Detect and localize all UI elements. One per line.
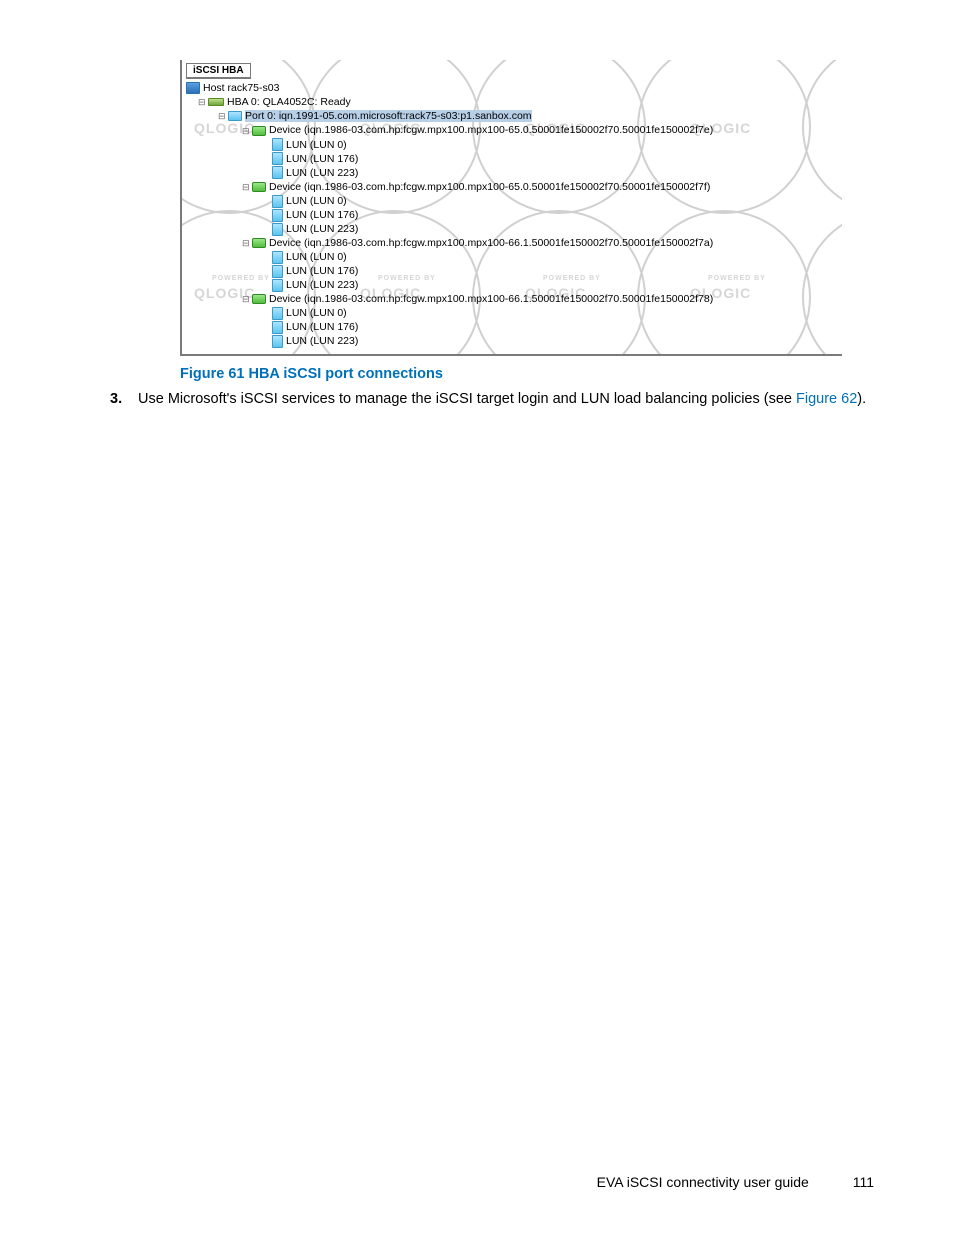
tree-node-device[interactable]: ⊟ Device (iqn.1986-03.com.hp:fcgw.mpx100.…	[184, 180, 840, 194]
expand-toggle[interactable]: ⊟	[242, 180, 250, 194]
lun-icon	[272, 321, 283, 334]
tree-label: LUN (LUN 176)	[286, 153, 358, 165]
tree-node-device[interactable]: ⊟ Device (iqn.1986-03.com.hp:fcgw.mpx100.…	[184, 236, 840, 250]
tree-label: LUN (LUN 223)	[286, 223, 358, 235]
hba-icon	[208, 98, 224, 106]
expand-toggle[interactable]: ⊟	[242, 236, 250, 250]
device-icon	[252, 182, 266, 192]
tree-node-host[interactable]: Host rack75-s03	[184, 81, 840, 95]
tree-label: LUN (LUN 176)	[286, 321, 358, 333]
tree-node-lun[interactable]: LUN (LUN 0)	[184, 138, 840, 152]
tree-node-device[interactable]: ⊟ Device (iqn.1986-03.com.hp:fcgw.mpx100.…	[184, 123, 840, 137]
tree-label: Device (iqn.1986-03.com.hp:fcgw.mpx100.m…	[269, 293, 713, 305]
doc-title: EVA iSCSI connectivity user guide	[597, 1174, 809, 1190]
tree-node-lun[interactable]: LUN (LUN 223)	[184, 278, 840, 292]
figure-caption: Figure 61 HBA iSCSI port connections	[180, 366, 874, 382]
tree-label: HBA 0: QLA4052C: Ready	[227, 96, 351, 108]
tree-label: Device (iqn.1986-03.com.hp:fcgw.mpx100.m…	[269, 124, 713, 136]
tree-label: LUN (LUN 0)	[286, 251, 347, 263]
tree-node-device[interactable]: ⊟ Device (iqn.1986-03.com.hp:fcgw.mpx100.…	[184, 292, 840, 306]
device-icon	[252, 294, 266, 304]
tree-node-lun[interactable]: LUN (LUN 223)	[184, 166, 840, 180]
tree-label: Host rack75-s03	[203, 82, 279, 94]
tree-node-port[interactable]: ⊟ Port 0: iqn.1991-05.com.microsoft:rack7…	[184, 109, 840, 123]
tab-iscsi-hba[interactable]: iSCSI HBA	[186, 63, 251, 79]
device-icon	[252, 126, 266, 136]
tree-label: LUN (LUN 223)	[286, 335, 358, 347]
lun-icon	[272, 152, 283, 165]
lun-icon	[272, 251, 283, 264]
tree-node-lun[interactable]: LUN (LUN 176)	[184, 264, 840, 278]
device-icon	[252, 238, 266, 248]
tree-label: Device (iqn.1986-03.com.hp:fcgw.mpx100.m…	[269, 181, 710, 193]
tree-label: LUN (LUN 0)	[286, 195, 347, 207]
iscsi-tree-screenshot: QLOGIC QLOGIC QLOGIC QLOGIC POWERED BY Q…	[180, 60, 842, 356]
tree-node-lun[interactable]: LUN (LUN 223)	[184, 334, 840, 348]
port-icon	[228, 111, 242, 121]
tree-node-lun[interactable]: LUN (LUN 223)	[184, 222, 840, 236]
tree-label: Device (iqn.1986-03.com.hp:fcgw.mpx100.m…	[269, 237, 713, 249]
instruction-step: 3. Use Microsoft's iSCSI services to man…	[110, 390, 874, 410]
device-tree[interactable]: Host rack75-s03 ⊟HBA 0: QLA4052C: Ready …	[182, 79, 842, 354]
tree-node-lun[interactable]: LUN (LUN 176)	[184, 320, 840, 334]
tree-node-lun[interactable]: LUN (LUN 0)	[184, 194, 840, 208]
page-footer: EVA iSCSI connectivity user guide 111	[597, 1174, 874, 1190]
tree-node-lun[interactable]: LUN (LUN 0)	[184, 306, 840, 320]
tree-label: LUN (LUN 176)	[286, 265, 358, 277]
host-icon	[186, 82, 200, 94]
tree-label: LUN (LUN 0)	[286, 139, 347, 151]
tree-label: LUN (LUN 176)	[286, 209, 358, 221]
step-text: Use Microsoft's iSCSI services to manage…	[138, 390, 874, 410]
tree-label: LUN (LUN 0)	[286, 307, 347, 319]
lun-icon	[272, 307, 283, 320]
tree-node-lun[interactable]: LUN (LUN 176)	[184, 152, 840, 166]
expand-toggle[interactable]: ⊟	[218, 109, 226, 123]
lun-icon	[272, 223, 283, 236]
tree-label: LUN (LUN 223)	[286, 167, 358, 179]
page: QLOGIC QLOGIC QLOGIC QLOGIC POWERED BY Q…	[0, 0, 954, 1235]
lun-icon	[272, 335, 283, 348]
lun-icon	[272, 138, 283, 151]
tree-label: Port 0: iqn.1991-05.com.microsoft:rack75…	[245, 110, 532, 122]
tree-node-hba[interactable]: ⊟ HBA 0: QLA4052C: Ready	[184, 95, 840, 109]
expand-toggle[interactable]: ⊟	[242, 124, 250, 138]
tree-node-lun[interactable]: LUN (LUN 176)	[184, 208, 840, 222]
lun-icon	[272, 279, 283, 292]
lun-icon	[272, 195, 283, 208]
step-text-post: ).	[857, 391, 866, 407]
expand-toggle[interactable]: ⊟	[198, 95, 206, 109]
tree-label: LUN (LUN 223)	[286, 279, 358, 291]
lun-icon	[272, 209, 283, 222]
page-number: 111	[853, 1174, 874, 1190]
expand-toggle[interactable]: ⊟	[242, 292, 250, 306]
step-number: 3.	[110, 390, 138, 410]
figure-link[interactable]: Figure 62	[796, 391, 857, 407]
lun-icon	[272, 166, 283, 179]
lun-icon	[272, 265, 283, 278]
tree-node-lun[interactable]: LUN (LUN 0)	[184, 250, 840, 264]
step-text-pre: Use Microsoft's iSCSI services to manage…	[138, 391, 796, 407]
